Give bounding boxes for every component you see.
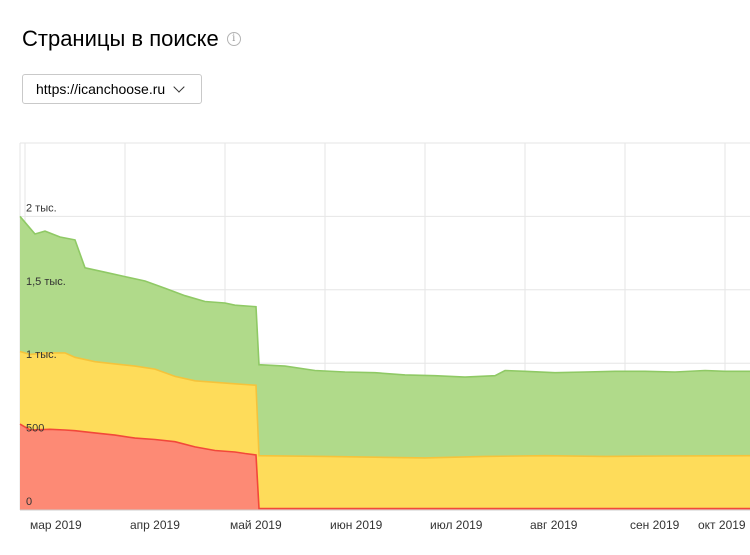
- x-tick-label: окт 2019: [698, 518, 746, 532]
- y-tick-label: 1,5 тыс.: [26, 276, 66, 288]
- x-tick-label: авг 2019: [530, 518, 578, 532]
- series-line-red: [19, 423, 750, 510]
- x-tick-label: мар 2019: [30, 518, 82, 532]
- y-tick-label: 1 тыс.: [26, 349, 57, 361]
- x-tick-label: июл 2019: [430, 518, 483, 532]
- site-select-value: https://icanchoose.ru: [36, 81, 166, 97]
- series-line-green: [19, 215, 750, 378]
- x-tick-label: сен 2019: [630, 518, 680, 532]
- x-tick-label: май 2019: [230, 518, 282, 532]
- y-tick-label: 2 тыс.: [26, 202, 57, 214]
- y-tick-label: 500: [26, 423, 44, 435]
- page-title: Страницы в поиске i: [22, 26, 241, 52]
- site-select[interactable]: https://icanchoose.ru: [22, 74, 202, 104]
- series-line-yellow: [19, 350, 750, 459]
- y-tick-label: 0: [26, 496, 32, 508]
- series-area-red: [20, 424, 750, 510]
- info-icon[interactable]: i: [226, 32, 241, 46]
- x-tick-label: апр 2019: [130, 518, 180, 532]
- page-title-text: Страницы в поиске: [22, 26, 219, 51]
- x-tick-label: июн 2019: [330, 518, 383, 532]
